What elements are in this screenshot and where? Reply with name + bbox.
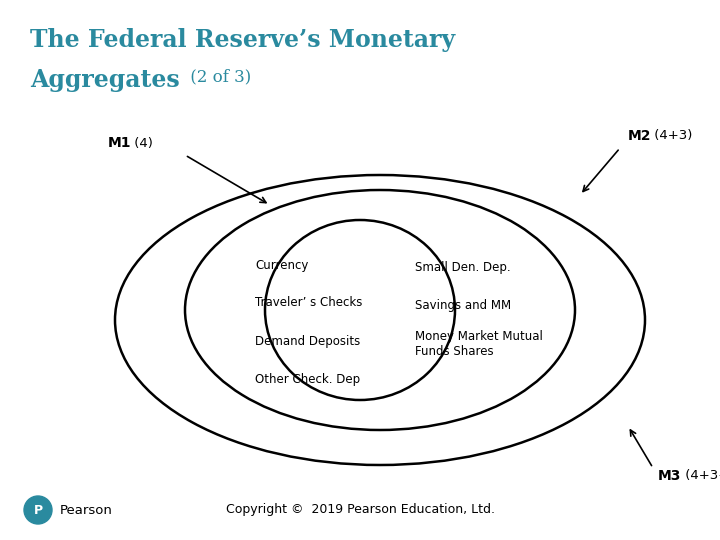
- Text: (4): (4): [130, 137, 153, 150]
- Text: Money Market Mutual
Funds Shares: Money Market Mutual Funds Shares: [415, 330, 543, 358]
- Text: M3: M3: [658, 469, 681, 483]
- Circle shape: [24, 496, 52, 524]
- Text: The Federal Reserve’s Monetary: The Federal Reserve’s Monetary: [30, 28, 455, 52]
- Text: Pearson: Pearson: [60, 503, 113, 516]
- Text: Currency: Currency: [255, 259, 308, 272]
- Text: (4+3+4): (4+3+4): [681, 469, 720, 483]
- Text: Copyright ©  2019 Pearson Education, Ltd.: Copyright © 2019 Pearson Education, Ltd.: [225, 503, 495, 516]
- Text: (4+3): (4+3): [650, 130, 693, 143]
- Text: (2 of 3): (2 of 3): [185, 68, 251, 85]
- Text: Traveler’ s Checks: Traveler’ s Checks: [255, 296, 362, 309]
- Text: Savings and MM: Savings and MM: [415, 300, 511, 313]
- Text: M1: M1: [108, 136, 132, 150]
- Text: Aggregates: Aggregates: [30, 68, 180, 92]
- Text: M2: M2: [628, 129, 652, 143]
- Text: Other Check. Dep: Other Check. Dep: [255, 373, 360, 386]
- Text: Demand Deposits: Demand Deposits: [255, 334, 360, 348]
- Text: P: P: [33, 503, 42, 516]
- Text: Small Den. Dep.: Small Den. Dep.: [415, 261, 510, 274]
